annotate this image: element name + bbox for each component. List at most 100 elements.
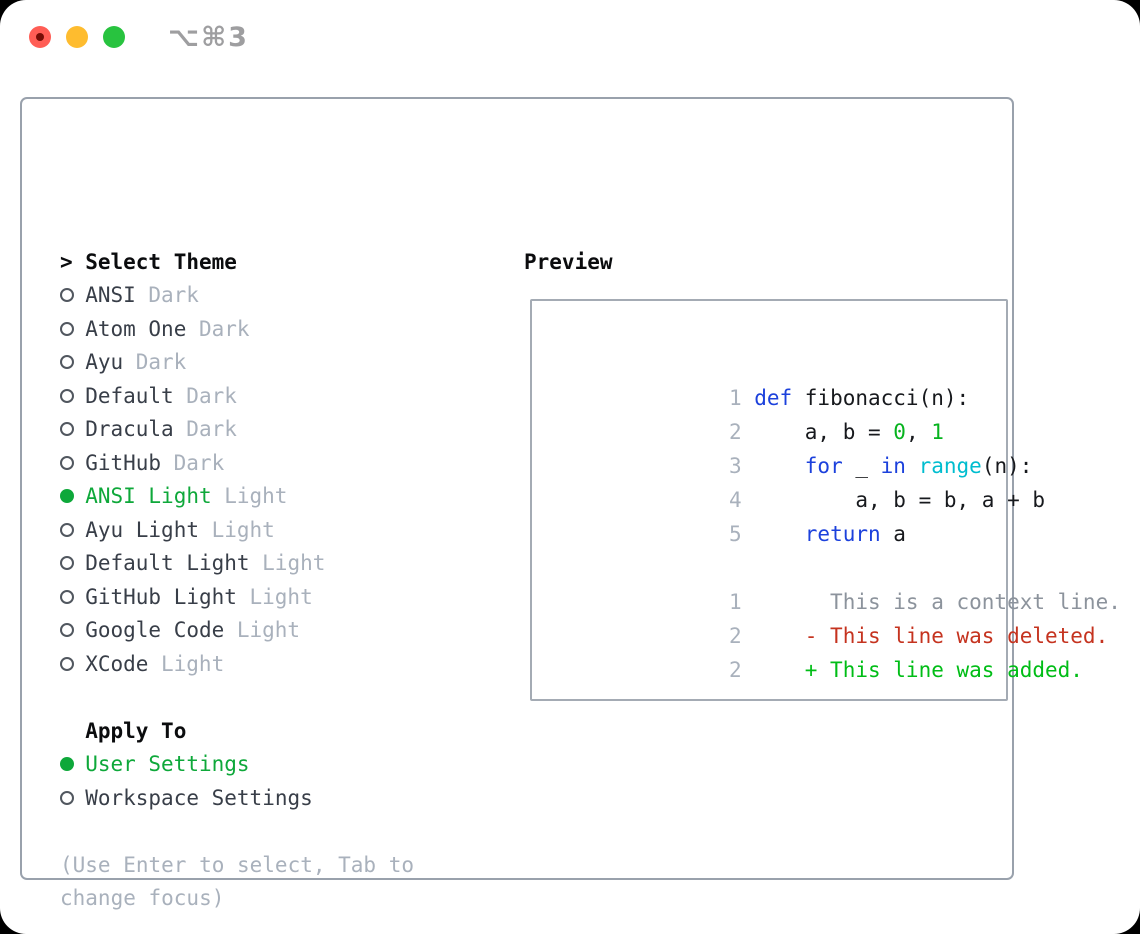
line-number: 4 (729, 488, 742, 512)
radio-icon (60, 455, 74, 470)
theme-name: ANSI Light (85, 484, 212, 509)
apply-to-header: Apply To (60, 714, 500, 748)
select-theme-header: > Select Theme (60, 245, 500, 279)
line-number: 1 (729, 590, 742, 614)
line-number: 2 (729, 624, 742, 648)
unsaved-dot-icon (36, 33, 44, 41)
theme-list-item[interactable]: XCode Light (60, 647, 500, 681)
theme-name: XCode (85, 651, 149, 676)
theme-variant: Dark (198, 316, 250, 341)
apply-option[interactable]: Workspace Settings (60, 781, 500, 815)
theme-variant: Light (236, 618, 301, 643)
theme-name: Ayu Light (85, 517, 199, 542)
code-line: 2 a, b = 0, 1 (552, 381, 1121, 444)
code-text: - This line was deleted. (754, 624, 1109, 648)
code-text: a, b = b, a + b (754, 488, 1045, 512)
theme-list-item[interactable]: GitHub Light Light (60, 580, 500, 614)
radio-icon (60, 422, 74, 437)
theme-name: Atom One (85, 316, 187, 341)
cursor-indicator: > (60, 249, 73, 274)
line-number: 2 (729, 658, 742, 682)
theme-list-item[interactable]: ANSI Dark (60, 279, 500, 313)
radio-icon (60, 589, 74, 604)
theme-list-item[interactable]: ANSI Light Light (60, 480, 500, 514)
help-line-1: (Use Enter to select, Tab to (60, 852, 415, 877)
preview-header: Preview (524, 249, 613, 274)
theme-name: Default Light (85, 551, 250, 576)
theme-picker-panel: > Select Theme ANSI Dark Atom One (20, 97, 1121, 910)
preview-pane: 1 def fibonacci(n): 2 a, b = 0, 1 3 for _… (530, 299, 1121, 701)
close-button[interactable] (29, 26, 51, 48)
theme-list-item[interactable]: GitHub Dark (60, 446, 500, 480)
code-line: 1 def fibonacci(n): (552, 347, 1121, 410)
radio-icon (60, 355, 74, 370)
radio-icon (60, 288, 74, 303)
code-text: for _ in range(n): (804, 454, 1033, 478)
radio-icon (60, 321, 74, 336)
line-number: 1 (729, 386, 742, 410)
theme-name: GitHub Light (85, 584, 237, 609)
code-line: 4 a, b = b, a + b (552, 449, 1121, 512)
code-text: return a (804, 522, 906, 546)
theme-variant: Light (249, 584, 313, 609)
theme-list-item[interactable]: Ayu Light Light (60, 513, 500, 547)
theme-list-item[interactable]: Google Code Light (60, 614, 500, 648)
theme-list-item[interactable]: Ayu Dark (60, 346, 500, 380)
line-number: 5 (729, 522, 742, 546)
theme-variant: Dark (135, 350, 187, 375)
spacer-row (60, 815, 500, 849)
apply-option-label: User Settings (85, 752, 250, 777)
theme-list-item[interactable]: Default Light Light (60, 547, 500, 581)
theme-list-item[interactable]: Default Dark (60, 379, 500, 413)
theme-name: Dracula (85, 417, 174, 442)
theme-list-item[interactable]: Dracula Dark (60, 413, 500, 447)
theme-name: GitHub (85, 450, 162, 475)
radio-icon (60, 790, 74, 805)
theme-variant: Dark (148, 283, 199, 308)
code-block: 1 def fibonacci(n): 2 a, b = 0, 1 3 for _… (552, 347, 1121, 682)
theme-variant: Dark (173, 450, 225, 475)
code-text: + This line was added. (754, 658, 1083, 682)
radio-icon (60, 656, 74, 671)
theme-name: Default (85, 383, 174, 408)
spacer-row (60, 681, 500, 715)
apply-to-title: Apply To (85, 718, 187, 743)
select-theme-title: Select Theme (85, 249, 237, 274)
radio-icon (60, 489, 74, 504)
theme-variant: Light (211, 517, 275, 542)
titlebar: ⌥⌘3 (0, 0, 1140, 74)
maximize-button[interactable] (103, 26, 125, 48)
theme-name: ANSI (85, 283, 136, 308)
apply-to-list: User Settings Workspace Settings (60, 748, 500, 815)
radio-icon (60, 757, 74, 772)
help-line-2: change focus) (60, 886, 225, 911)
code-text: a, b = 0, 1 (754, 420, 944, 444)
theme-column: > Select Theme ANSI Dark Atom One (60, 245, 500, 915)
theme-variant: Light (161, 651, 225, 676)
code-line: 3 for _ in range(n): (552, 415, 1121, 478)
code-text: This is a context line. (754, 590, 1121, 614)
radio-icon (60, 388, 74, 403)
code-text: def fibonacci(n): (754, 386, 970, 410)
apply-option-label: Workspace Settings (85, 785, 313, 810)
code-line: 1 This is a context line. (552, 551, 1121, 614)
window-shortcut-label: ⌥⌘3 (168, 22, 249, 53)
line-number: 2 (729, 420, 742, 444)
radio-icon (60, 556, 74, 571)
apply-option[interactable]: User Settings (60, 748, 500, 782)
theme-name: Ayu (85, 350, 124, 375)
minimize-button[interactable] (66, 26, 88, 48)
line-number: 3 (729, 454, 742, 478)
radio-icon (60, 522, 74, 537)
radio-icon (60, 623, 74, 638)
theme-variant: Dark (186, 417, 237, 442)
code-line: 2 - This line was deleted. (552, 585, 1121, 648)
theme-list-item[interactable]: Atom One Dark (60, 312, 500, 346)
theme-name: Google Code (85, 618, 225, 643)
help-text: (Use Enter to select, Tab to change focu… (60, 848, 500, 915)
theme-variant: Light (262, 551, 326, 576)
theme-variant: Light (224, 484, 288, 509)
theme-list: ANSI Dark Atom One Dark Ayu (60, 279, 500, 681)
